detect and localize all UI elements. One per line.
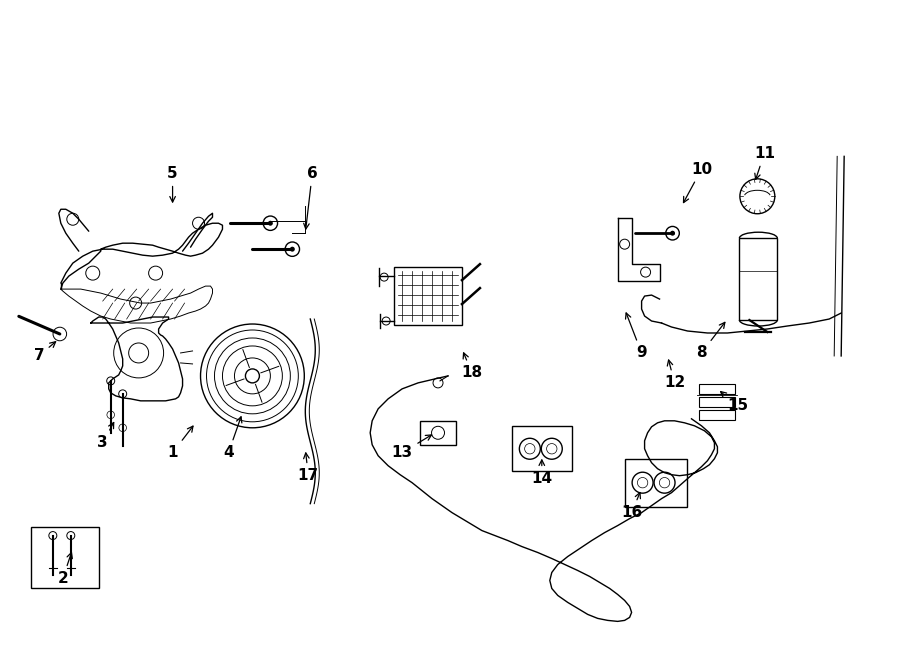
Text: 12: 12 <box>664 360 685 391</box>
Text: 11: 11 <box>754 146 775 179</box>
Circle shape <box>290 247 295 252</box>
Bar <box>420 421 456 445</box>
Bar <box>699 397 735 407</box>
Circle shape <box>268 221 273 225</box>
Bar <box>740 238 778 320</box>
Bar <box>31 527 99 588</box>
Text: 14: 14 <box>531 460 553 486</box>
Text: 17: 17 <box>298 453 319 483</box>
Text: 5: 5 <box>167 166 178 202</box>
Text: 10: 10 <box>683 162 712 202</box>
Text: 18: 18 <box>462 353 482 381</box>
Text: 1: 1 <box>167 426 193 460</box>
Bar <box>699 410 735 420</box>
Text: 2: 2 <box>58 553 72 586</box>
Text: 15: 15 <box>721 391 748 413</box>
Text: 16: 16 <box>621 492 643 520</box>
Circle shape <box>670 231 675 236</box>
Text: 8: 8 <box>697 323 724 360</box>
Text: 4: 4 <box>223 417 242 460</box>
Text: 3: 3 <box>97 422 113 450</box>
Bar <box>699 385 735 395</box>
Bar <box>512 426 572 471</box>
Bar <box>625 459 687 506</box>
Bar <box>394 267 462 325</box>
Text: 9: 9 <box>626 313 647 360</box>
Text: 13: 13 <box>392 435 431 460</box>
Text: 6: 6 <box>303 166 318 229</box>
Text: 7: 7 <box>33 342 56 364</box>
